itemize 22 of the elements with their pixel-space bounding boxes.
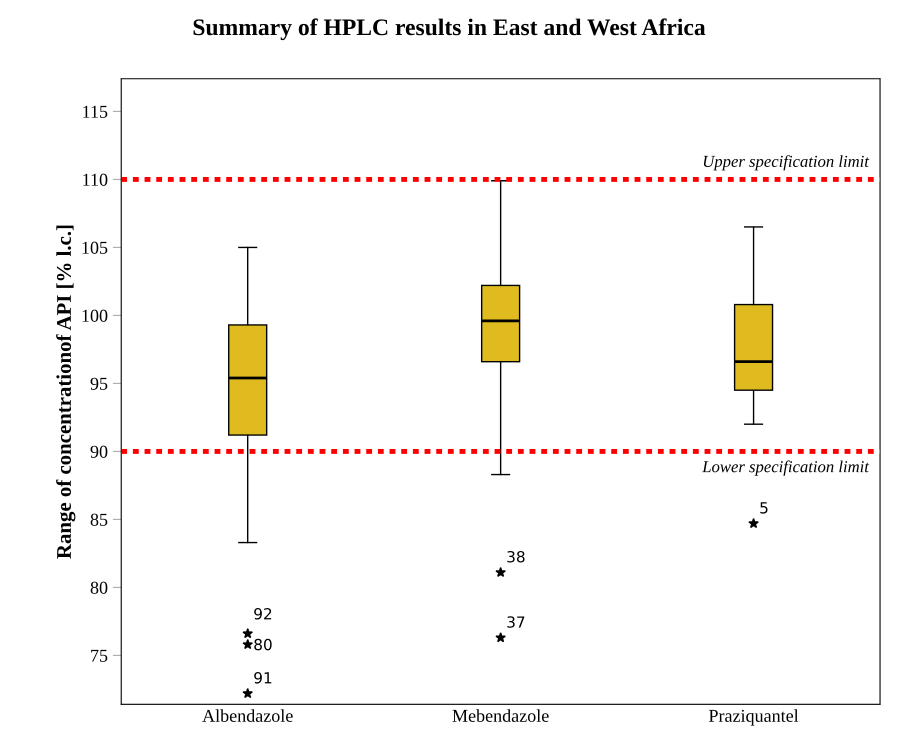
x-tick-label: Albendazole	[202, 709, 293, 722]
annotation: 91	[254, 672, 272, 684]
y-tick-label: 95	[90, 378, 108, 390]
annotation: 92	[254, 608, 272, 620]
y-tick-label: 80	[90, 582, 108, 594]
y-tick-label: 90	[90, 446, 108, 458]
x-tick-label: Mebendazole	[452, 709, 549, 722]
y-tick-label: 105	[82, 242, 108, 254]
x-tick-label: Praziquantel	[708, 709, 798, 726]
annotation: 38	[507, 550, 525, 563]
annotation: 37	[507, 616, 524, 628]
ref-line-label: Upper specification limit	[704, 155, 870, 170]
y-axis-title: Range of concentrationof API [% l.c.]	[56, 226, 76, 559]
y-tick-label: 110	[83, 174, 108, 186]
annotation: 5	[760, 502, 768, 514]
y-tick-label: 85	[90, 514, 108, 526]
ref-line-label: Lower specification limit	[702, 460, 870, 476]
annotation: 80	[254, 638, 272, 650]
y-tick-label: 100	[82, 310, 108, 322]
y-tick-label: 75	[91, 650, 108, 662]
chart-title: Summary of HPLC results in East and West Africa	[194, 18, 706, 40]
y-tick-label: 115	[83, 106, 108, 118]
